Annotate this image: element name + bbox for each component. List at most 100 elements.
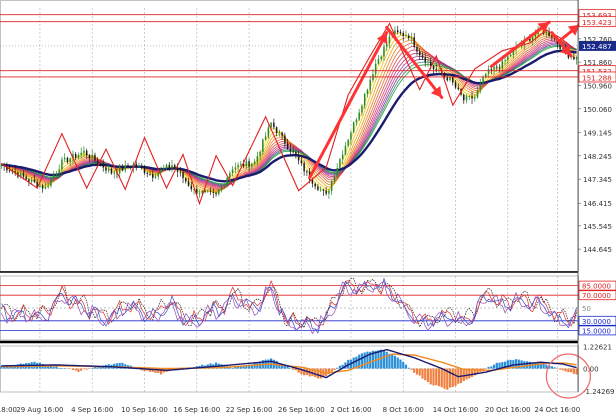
price-level-label: 153.693 — [582, 11, 612, 20]
candle-body — [339, 159, 341, 168]
candle-body — [267, 127, 270, 137]
macd-histogram-bar — [360, 353, 364, 369]
candle-body — [402, 33, 404, 36]
candle-body — [286, 143, 289, 149]
candle-body — [99, 163, 102, 165]
oscillator-line — [1, 277, 577, 334]
macd-histogram-bar — [327, 368, 331, 375]
macd-histogram-bar — [468, 368, 471, 379]
candle-body — [330, 181, 333, 191]
candle-body — [314, 183, 316, 187]
candle-body — [19, 173, 22, 177]
candle-body — [215, 192, 217, 195]
macd-histogram-bar — [55, 366, 58, 369]
oscillator-line — [1, 281, 577, 335]
macd-histogram-bar — [124, 364, 127, 369]
candle-body — [118, 166, 121, 174]
macd-histogram-bar — [426, 368, 430, 382]
candle-body — [182, 172, 184, 179]
candle-body — [152, 173, 154, 178]
candle-body — [85, 150, 88, 156]
candle-body — [405, 35, 407, 37]
oscillator-level-label: 70.0000 — [582, 292, 611, 300]
macd-histogram-bar — [393, 355, 397, 369]
macd-histogram-bar — [247, 364, 251, 369]
candle-body — [421, 55, 424, 58]
time-axis-label: 29 Aug 16:00 — [16, 406, 63, 414]
price-level-label: 153.423 — [582, 18, 612, 27]
macd-histogram-bar — [465, 368, 468, 380]
candle-body — [485, 73, 487, 78]
candle-body — [124, 165, 126, 171]
macd-histogram-bar — [159, 368, 163, 375]
candle-body — [531, 36, 534, 41]
macd-histogram-bar — [503, 361, 507, 369]
time-axis-label: 10 Sep 16:00 — [121, 406, 168, 414]
trend-arrow-head — [560, 44, 572, 56]
candle-body — [452, 76, 454, 83]
macd-histogram-bar — [492, 364, 496, 369]
candle-body — [204, 190, 206, 192]
macd-histogram-bar — [71, 368, 75, 371]
candle-body — [61, 159, 63, 170]
macd-histogram-bar — [355, 356, 358, 369]
candle-body — [396, 30, 399, 33]
candle-body — [55, 172, 58, 176]
macd-histogram-bar — [85, 368, 88, 370]
candle-body — [113, 172, 115, 174]
candle-body — [273, 122, 275, 128]
macd-histogram-bar — [451, 368, 454, 388]
price-axis-label: 150.060 — [583, 106, 612, 114]
price-axis-label: 144.645 — [583, 246, 612, 254]
macd-histogram-bar — [525, 361, 529, 369]
candle-body — [344, 145, 347, 155]
macd-histogram-bar — [330, 368, 333, 372]
time-axis-label: 26 Sep 16:00 — [278, 406, 325, 414]
macd-histogram-bar — [476, 368, 479, 374]
candle-body — [482, 77, 484, 84]
candle-body — [253, 161, 256, 164]
macd-histogram-bar — [547, 365, 551, 369]
price-axis-label: 149.145 — [583, 130, 612, 138]
candle-body — [350, 132, 352, 140]
macd-histogram-bar — [341, 364, 344, 369]
candle-body — [545, 31, 548, 34]
trend-arrow-shaft — [489, 20, 551, 68]
price-axis-label: 147.345 — [583, 176, 612, 184]
candle-body — [69, 158, 71, 163]
macd-histogram-bar — [0, 365, 3, 369]
macd-histogram-bar — [559, 368, 562, 370]
candle-body — [127, 165, 129, 167]
candle-body — [328, 190, 330, 194]
macd-histogram-bar — [470, 368, 474, 377]
macd-histogram-bar — [380, 349, 383, 369]
macd-panel: 1.22621 0.00 -1.24269 — [0, 343, 614, 399]
candle-body — [72, 154, 74, 159]
macd-histogram-bar — [495, 362, 498, 369]
candle-body — [363, 93, 366, 106]
candle-body — [487, 69, 490, 74]
candle-body — [251, 163, 253, 167]
candle-body — [501, 60, 504, 69]
price-axis-label: 145.545 — [583, 223, 612, 231]
candle-body — [143, 168, 146, 174]
macd-histogram-bar — [358, 354, 361, 369]
macd-histogram-bar — [214, 362, 218, 369]
macd-histogram-bar — [121, 362, 124, 369]
macd-histogram-bar — [424, 368, 427, 381]
trend-arrow-head — [430, 85, 442, 98]
candle-body — [270, 122, 272, 128]
candle-body — [394, 30, 396, 34]
macd-histogram-bar — [369, 351, 372, 369]
candle-body — [333, 176, 336, 182]
oscillator-level-label: 50 — [582, 305, 591, 313]
candle-body — [289, 148, 292, 152]
candle-body — [41, 185, 44, 189]
candle-body — [374, 63, 377, 75]
macd-histogram-bar — [69, 368, 72, 370]
time-axis-label: 18:00 — [0, 406, 17, 414]
macd-histogram-bar — [47, 365, 50, 369]
